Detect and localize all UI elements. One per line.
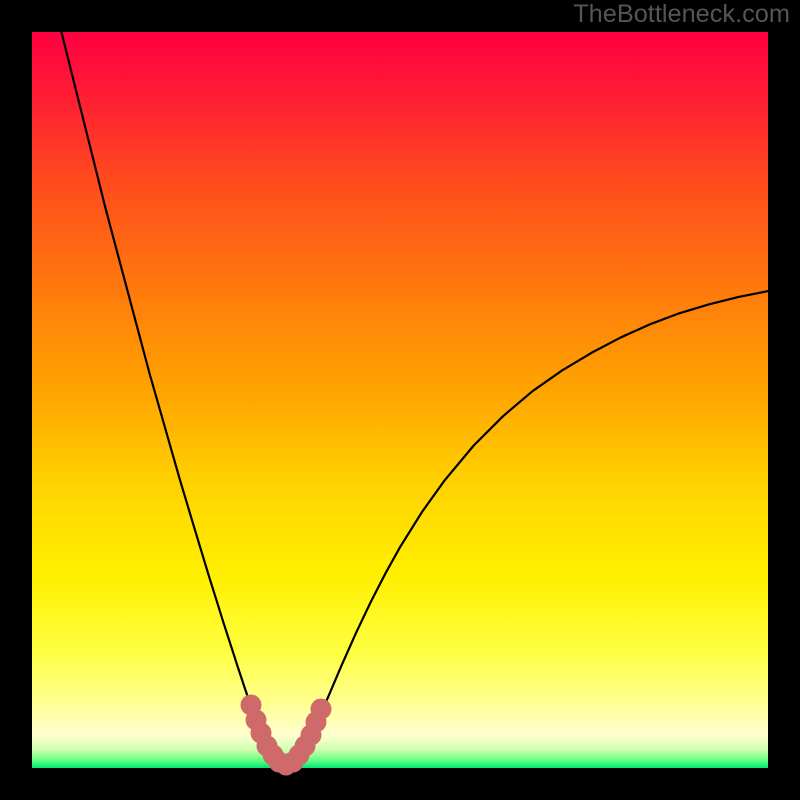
chart-stage: TheBottleneck.com <box>0 0 800 800</box>
plot-area <box>32 32 768 768</box>
curve-line <box>61 32 768 765</box>
curve-marker <box>311 699 332 720</box>
watermark-text: TheBottleneck.com <box>573 2 790 27</box>
bottleneck-curve <box>32 32 768 768</box>
